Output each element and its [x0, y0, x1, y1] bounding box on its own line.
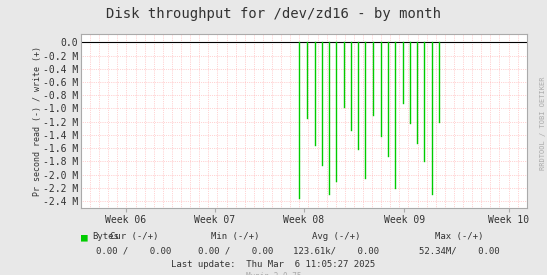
Text: Avg (-/+): Avg (-/+)	[312, 232, 360, 241]
Text: 52.34M/    0.00: 52.34M/ 0.00	[419, 246, 500, 255]
Y-axis label: Pr second read (-) / write (+): Pr second read (-) / write (+)	[32, 46, 42, 196]
Text: Max (-/+): Max (-/+)	[435, 232, 484, 241]
Text: RRDTOOL / TOBI OETIKER: RRDTOOL / TOBI OETIKER	[540, 77, 546, 170]
Text: Munin 2.0.75: Munin 2.0.75	[246, 272, 301, 275]
Text: Last update:  Thu Mar  6 11:05:27 2025: Last update: Thu Mar 6 11:05:27 2025	[171, 260, 376, 269]
Text: 0.00 /    0.00: 0.00 / 0.00	[96, 246, 172, 255]
Text: Disk throughput for /dev/zd16 - by month: Disk throughput for /dev/zd16 - by month	[106, 7, 441, 21]
Text: 123.61k/    0.00: 123.61k/ 0.00	[293, 246, 380, 255]
Text: Min (-/+): Min (-/+)	[211, 232, 259, 241]
Text: Bytes: Bytes	[92, 232, 119, 241]
Text: ■: ■	[81, 232, 88, 242]
Text: Cur (-/+): Cur (-/+)	[110, 232, 158, 241]
Text: 0.00 /    0.00: 0.00 / 0.00	[197, 246, 273, 255]
